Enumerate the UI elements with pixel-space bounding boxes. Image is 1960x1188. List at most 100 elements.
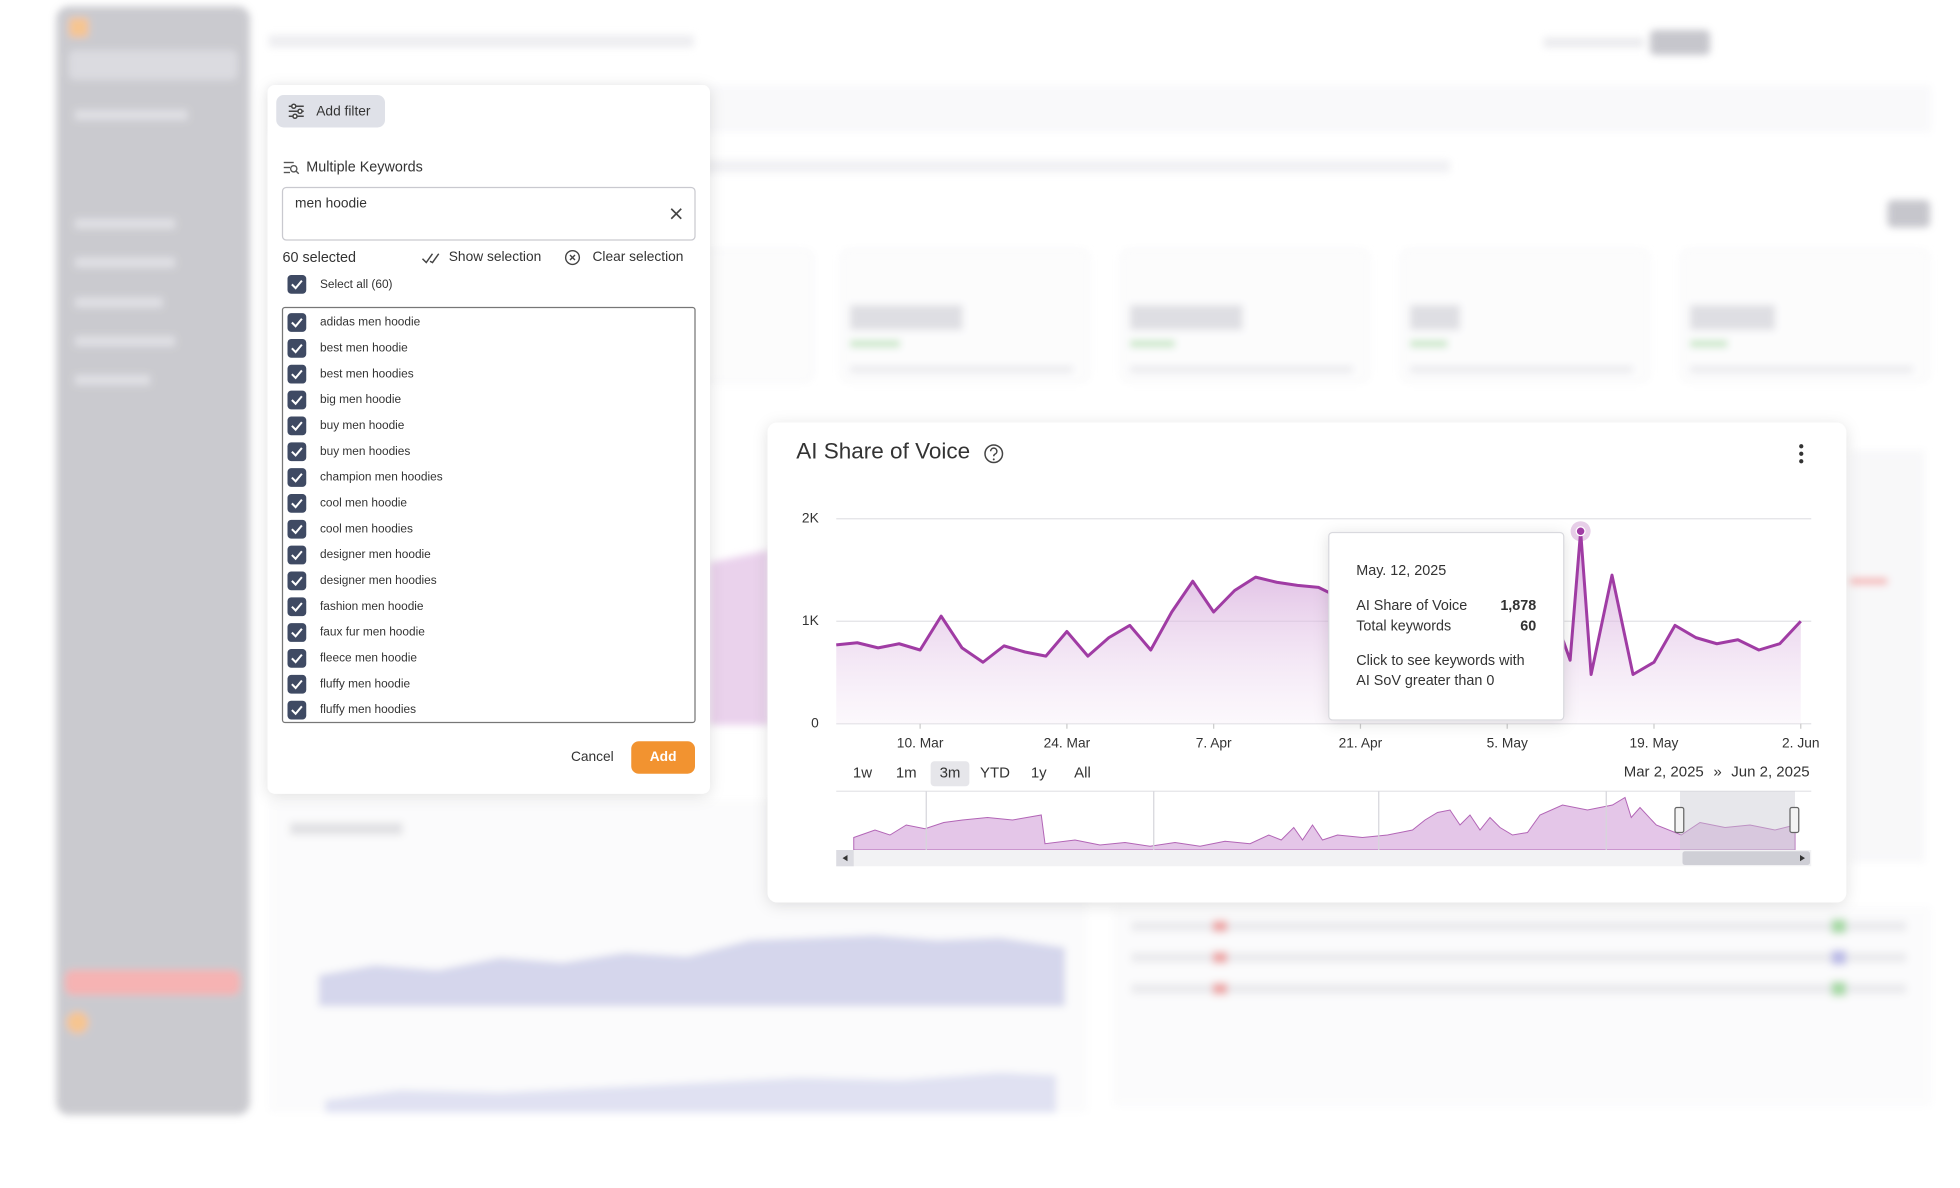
keyword-checkbox[interactable] xyxy=(287,545,307,565)
keyword-label: faux fur men hoodie xyxy=(320,625,425,639)
scrollbar-thumb[interactable] xyxy=(1682,851,1811,865)
keyword-input[interactable] xyxy=(281,186,696,241)
keyword-checkbox[interactable] xyxy=(287,623,307,642)
keyword-label: fleece men hoodie xyxy=(320,651,417,665)
keyword-checkbox[interactable] xyxy=(287,493,307,513)
range-separator: » xyxy=(1713,763,1721,780)
hover-point xyxy=(1575,526,1586,537)
show-selection[interactable]: Show selection xyxy=(449,249,541,264)
keyword-checkbox[interactable] xyxy=(287,468,307,487)
range-button[interactable]: 1y xyxy=(1031,765,1047,782)
chart-card: AI Share of Voice 0 1K 2K 10. Mar 24. Mar 7. … xyxy=(767,422,1847,903)
range-button[interactable]: YTD xyxy=(980,765,1010,782)
add-filter-button[interactable] xyxy=(276,95,386,128)
keyword-label: fashion men hoodie xyxy=(320,599,424,613)
keyword-items: adidas men hoodie best men hoodie best men… xyxy=(287,313,443,720)
tooltip-item-value: 60 xyxy=(1520,619,1536,635)
keyword-checkbox[interactable] xyxy=(287,674,307,694)
tooltip-item-name: Total keywords xyxy=(1356,619,1451,635)
keyword-checkbox[interactable] xyxy=(287,597,307,617)
keyword-checkbox[interactable] xyxy=(287,364,307,384)
x-tick-label: 19. May xyxy=(1630,735,1679,750)
keyword-label: best men hoodie xyxy=(320,340,408,354)
add-button-label: Add xyxy=(650,749,677,764)
tooltip-item-name: AI Share of Voice xyxy=(1356,598,1467,614)
tooltip-box[interactable] xyxy=(1328,531,1565,721)
navigator-handle[interactable] xyxy=(1789,806,1800,834)
range-end[interactable]: Jun 2, 2025 xyxy=(1731,763,1809,780)
help-dot xyxy=(992,458,995,461)
keyword-label: designer men hoodie xyxy=(320,547,431,561)
range-button[interactable]: 1w xyxy=(853,765,872,782)
check xyxy=(291,524,303,535)
check xyxy=(291,473,303,483)
navigator-handle[interactable] xyxy=(1674,806,1685,834)
navigator xyxy=(836,790,1812,867)
keyword-checkbox[interactable] xyxy=(287,571,307,591)
check xyxy=(291,447,303,457)
x-tick-label: 24. Mar xyxy=(1044,735,1091,750)
keyword-checkbox[interactable] xyxy=(287,416,307,436)
tooltip-note: AI SoV greater than 0 xyxy=(1356,673,1494,689)
clear-input[interactable] xyxy=(670,208,682,220)
keyword-checkbox[interactable] xyxy=(287,313,307,332)
clear-selection-icon xyxy=(564,249,581,266)
keyword-checkbox[interactable] xyxy=(287,390,307,410)
show-selection-icon xyxy=(421,253,440,264)
x-tick-label: 10. Mar xyxy=(897,735,944,750)
tooltip-item-value: 1,878 xyxy=(1500,598,1536,614)
y-tick-label: 1K xyxy=(802,613,820,628)
tooltip-title: May. 12, 2025 xyxy=(1356,563,1446,579)
tooltip: May. 12, 2025 AI Share of Voice 1,878 Total… xyxy=(1328,531,1565,721)
select-all-checkbox[interactable] xyxy=(287,275,307,294)
keyword-label: cool men hoodies xyxy=(320,521,413,535)
check xyxy=(291,498,303,509)
add-filter-label: Add filter xyxy=(316,104,371,119)
check xyxy=(291,421,303,432)
selected-count: 60 selected xyxy=(283,250,356,266)
keyword-label: adidas men hoodie xyxy=(320,315,421,329)
check xyxy=(291,679,303,690)
x-tick-label: 5. May xyxy=(1487,735,1528,750)
keywords-icon xyxy=(283,161,300,175)
section-title: Multiple Keywords xyxy=(306,159,423,175)
keyword-checkbox[interactable] xyxy=(287,519,307,539)
check xyxy=(291,705,303,716)
range-start[interactable]: Mar 2, 2025 xyxy=(1624,763,1704,780)
y-tick-label: 2K xyxy=(802,510,820,525)
keyword-checkbox[interactable] xyxy=(287,649,307,668)
range-button[interactable]: All xyxy=(1074,765,1091,782)
add-button[interactable] xyxy=(631,741,695,774)
navigator-window[interactable] xyxy=(1680,791,1795,850)
cancel-button[interactable]: Cancel xyxy=(571,749,614,764)
select-all-label: Select all (60) xyxy=(320,277,393,291)
check xyxy=(291,576,303,587)
filter-panel: Add filter Multiple Keywords men hoodie … xyxy=(267,85,710,794)
navigator-series xyxy=(853,796,1796,851)
check xyxy=(291,369,303,380)
menu-button[interactable] xyxy=(1799,444,1804,464)
check xyxy=(291,395,303,406)
scroll-left-arrow xyxy=(842,855,848,862)
y-tick-label: 0 xyxy=(811,715,819,730)
range-button[interactable]: 1m xyxy=(896,765,917,782)
keyword-list xyxy=(281,306,696,724)
check xyxy=(291,279,303,290)
check xyxy=(291,343,303,354)
keyword-checkbox[interactable] xyxy=(287,442,307,462)
scrollbar-track xyxy=(836,850,1812,867)
range-button[interactable]: 3m xyxy=(940,765,961,782)
clear-selection[interactable]: Clear selection xyxy=(593,249,684,264)
check xyxy=(291,550,303,561)
check xyxy=(291,602,303,612)
keyword-label: fluffy men hoodie xyxy=(320,676,411,690)
keyword-checkbox[interactable] xyxy=(287,700,307,720)
range-button-active[interactable] xyxy=(930,761,970,787)
keyword-label: champion men hoodies xyxy=(320,470,443,484)
check xyxy=(291,318,303,328)
help-icon[interactable] xyxy=(984,444,1004,464)
keyword-checkbox[interactable] xyxy=(287,338,307,358)
scroll-right-arrow xyxy=(1800,855,1805,862)
x-tick-label: 7. Apr xyxy=(1196,735,1232,750)
